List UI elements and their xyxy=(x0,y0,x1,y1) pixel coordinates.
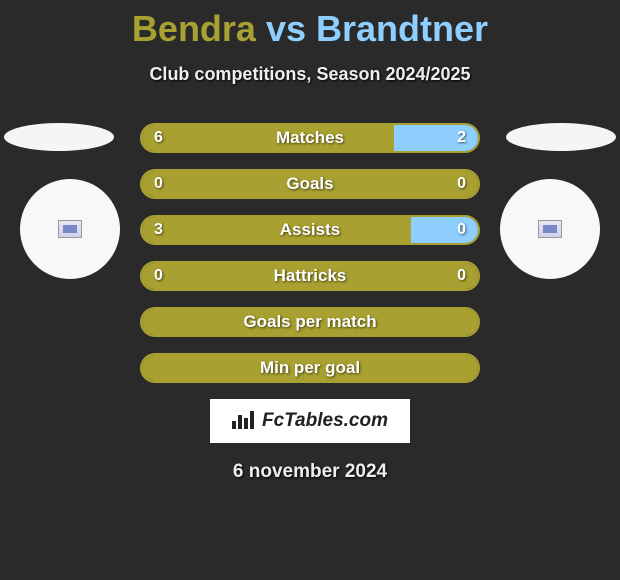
stat-right-value: 0 xyxy=(457,263,466,289)
stats-area: Matches62Goals00Assists30Hattricks00Goal… xyxy=(0,123,620,383)
comparison-title: Bendra vs Brandtner xyxy=(0,0,620,50)
stat-right-value: 0 xyxy=(457,217,466,243)
vs-text: vs xyxy=(266,8,306,49)
placeholder-badge-icon xyxy=(58,220,82,238)
placeholder-badge-icon xyxy=(538,220,562,238)
stat-label: Min per goal xyxy=(142,355,478,381)
stat-bar: Hattricks0 0 xyxy=(140,261,480,291)
stat-bar: Goals per match xyxy=(140,307,480,337)
left-player-avatar xyxy=(20,179,120,279)
stat-label: Goals per match xyxy=(142,309,478,335)
stat-bar: Goals0 0 xyxy=(140,169,480,199)
stat-label: Hattricks xyxy=(142,263,478,289)
player1-name: Bendra xyxy=(132,8,256,49)
stat-right-value: 2 xyxy=(457,125,466,151)
subtitle: Club competitions, Season 2024/2025 xyxy=(0,64,620,85)
stat-label: Assists xyxy=(142,217,478,243)
stat-left-value: 6 xyxy=(154,125,163,151)
stat-bar: Assists3 0 xyxy=(140,215,480,245)
stat-right-value: 0 xyxy=(457,171,466,197)
stat-bars-container: Matches62Goals00Assists30Hattricks00Goal… xyxy=(140,123,480,383)
stat-label: Matches xyxy=(142,125,478,151)
chart-bars-icon xyxy=(232,409,256,434)
stat-bar: Min per goal xyxy=(140,353,480,383)
stat-bar: Matches6 2 xyxy=(140,123,480,153)
branding-box: FcTables.com xyxy=(210,399,410,443)
stat-left-value: 0 xyxy=(154,263,163,289)
branding-text: FcTables.com xyxy=(262,410,388,432)
stat-left-value: 0 xyxy=(154,171,163,197)
left-ellipse-decoration xyxy=(4,123,114,151)
stat-left-value: 3 xyxy=(154,217,163,243)
stat-label: Goals xyxy=(142,171,478,197)
right-ellipse-decoration xyxy=(506,123,616,151)
right-player-avatar xyxy=(500,179,600,279)
player2-name: Brandtner xyxy=(316,8,488,49)
date-text: 6 november 2024 xyxy=(0,461,620,483)
